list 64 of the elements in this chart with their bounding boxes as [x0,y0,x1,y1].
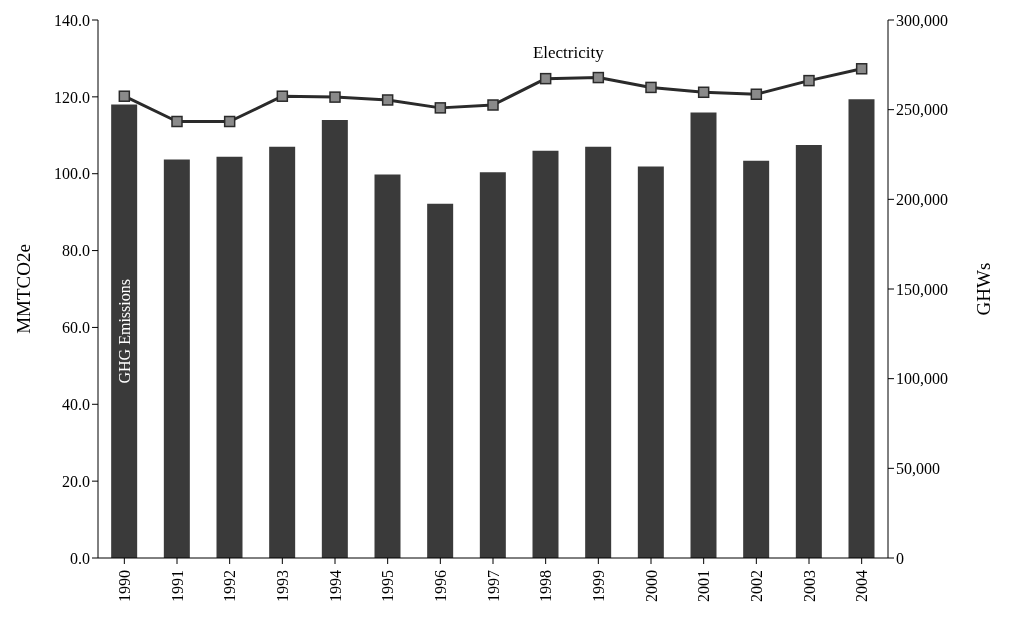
point [118,90,131,102]
y-tick-label: 60.0 [62,319,90,337]
y2-tick-label: 200,000 [896,191,948,209]
point [223,115,236,128]
point [592,71,605,84]
bar [111,104,138,558]
bar [479,172,506,558]
point [487,99,499,111]
point [645,81,657,94]
y2-axis-title: GHWs [972,262,994,316]
x-tick-label: 1993 [273,570,291,602]
y-tick-label: 80.0 [62,242,90,260]
x-tick-label: 1995 [379,570,397,602]
bar [690,112,717,558]
x-tick-label: 2001 [695,570,713,602]
y2-tick-label: 0 [896,549,904,567]
x-tick-label: 1994 [326,570,344,602]
bar [848,99,875,558]
y2-tick-label: 250,000 [896,101,948,119]
point [803,74,815,87]
x-tick-label: 1990 [115,570,133,602]
x-tick-label: 2000 [642,570,660,602]
x-tick-label: 1996 [431,570,449,602]
bar [163,159,190,558]
y-tick-label: 140.0 [54,11,90,29]
bar [216,156,243,558]
point [329,91,341,103]
bar [532,150,559,558]
bar [269,146,296,558]
bar [374,174,401,558]
y-tick-label: 100.0 [54,165,90,183]
point [276,90,289,102]
point [434,102,447,114]
x-tick-label: 2003 [800,570,818,602]
x-tick-label: 1992 [221,570,239,602]
x-tick-label: 2004 [853,570,871,602]
y2-tick-label: 100,000 [896,370,948,388]
y-tick-label: 0.0 [70,549,90,567]
series-label: GHG Emissions [115,279,133,384]
series-label: Electricity [532,42,605,62]
bar [743,160,770,558]
point [697,86,710,99]
bar [321,119,348,558]
x-tick-label: 1997 [484,570,502,602]
x-tick-label: 1991 [168,570,186,602]
y-tick-label: 20.0 [62,472,90,490]
x-tick-label: 1998 [537,570,555,602]
point [750,88,763,100]
x-tick-label: 1999 [589,570,607,602]
bar [637,166,664,558]
x-tick-label: 2002 [747,570,765,602]
point [855,63,868,75]
y2-tick-label: 150,000 [896,280,948,298]
y-tick-label: 40.0 [62,395,90,413]
y2-tick-label: 300,000 [896,11,948,29]
point [381,94,394,106]
bar [427,203,454,558]
point [539,72,552,85]
y-tick-label: 120.0 [54,88,90,106]
point [171,115,183,128]
bar [795,144,822,558]
bar [585,146,612,558]
y-axis-title: MMTCO2e [12,244,34,334]
y2-tick-label: 50,000 [896,460,940,478]
